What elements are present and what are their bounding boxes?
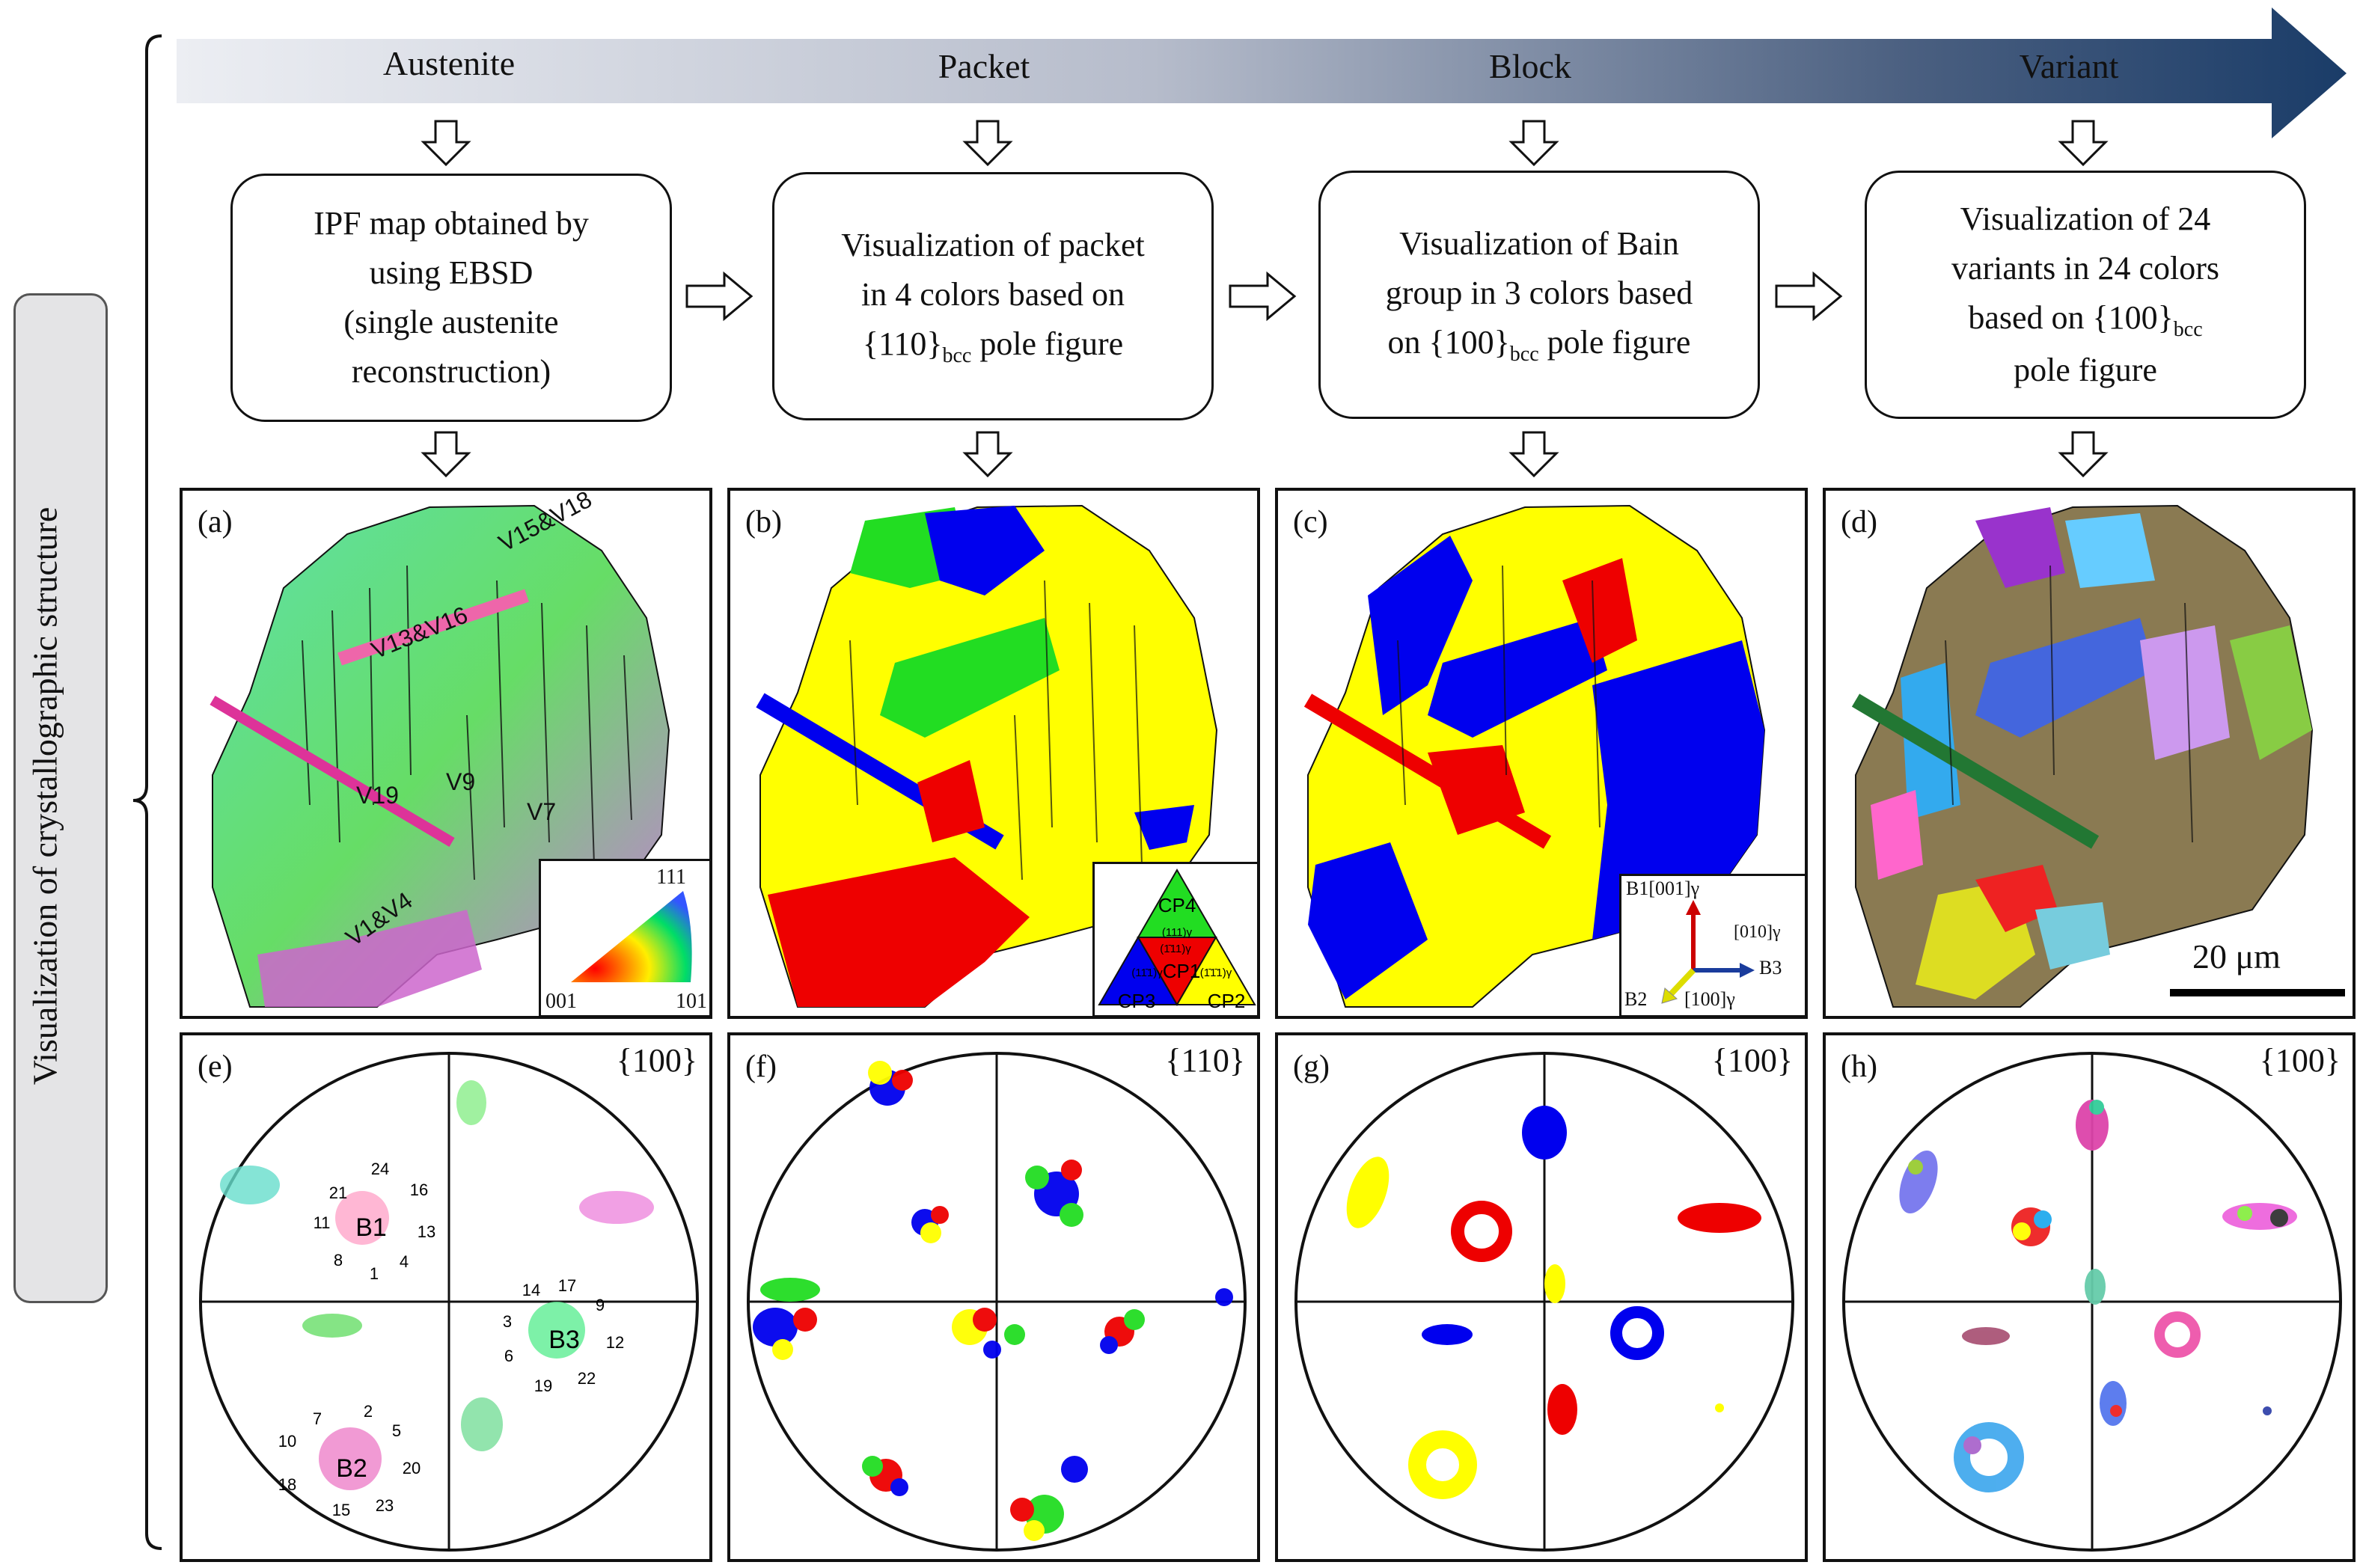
svg-text:9: 9 [596, 1296, 605, 1314]
down-arrow-map-c [1508, 431, 1559, 478]
stage-block: Block [1489, 47, 1571, 85]
panel-c-block-map: (c) B1[001]γ [010]γ B3 B2 [100]γ [1275, 488, 1808, 1019]
svg-text:6: 6 [504, 1347, 513, 1365]
svg-text:18: 18 [278, 1475, 296, 1494]
down-arrow-variant [2058, 120, 2109, 167]
svg-text:12: 12 [606, 1333, 624, 1352]
panel-e-pole-label: {100} [616, 1042, 697, 1079]
svg-text:(11̄1)γ: (11̄1)γ [1131, 967, 1163, 979]
svg-text:11: 11 [314, 1213, 331, 1232]
pole-figure-f [747, 1052, 1247, 1552]
flow-arrows [421, 120, 2109, 478]
svg-text:10: 10 [278, 1432, 296, 1451]
pole-figure-g [1294, 1052, 1794, 1552]
center-b3: B3 [548, 1326, 580, 1354]
box-block: Visualization of Bain group in 3 colors … [1318, 171, 1760, 419]
down-arrow-map-a [421, 431, 471, 478]
right-arrow-2 [1229, 271, 1297, 322]
panel-f-packet-pole: (f) {110} [727, 1032, 1260, 1562]
svg-text:CP1: CP1 [1163, 960, 1201, 982]
ipf-color-key: 111 001 101 [539, 859, 709, 1016]
box-ipf-map: IPF map obtained by using EBSD (single a… [230, 174, 672, 422]
down-arrow-austenite [421, 120, 471, 167]
svg-text:CP4: CP4 [1158, 894, 1196, 916]
svg-text:7: 7 [313, 1409, 322, 1428]
down-arrow-packet [962, 120, 1013, 167]
svg-text:CP2: CP2 [1208, 990, 1246, 1012]
box-packet: Visualization of packet in 4 colors base… [772, 172, 1214, 420]
panel-e-austenite-pole: B1 B2 B3 21 24 16 11 13 8 1 4 14 17 9 3 … [180, 1032, 712, 1562]
down-arrow-map-b [962, 431, 1013, 478]
svg-text:5: 5 [392, 1421, 401, 1440]
svg-text:22: 22 [578, 1369, 596, 1388]
svg-text:23: 23 [376, 1496, 394, 1515]
scale-bar-label: 20 μm [2192, 937, 2281, 976]
stage-packet: Packet [938, 47, 1030, 85]
panel-e-label: (e) [198, 1050, 233, 1084]
panel-a-label: (a) [198, 505, 233, 539]
panel-b-packet-map: (b) CP4 CP1 CP3 CP2 (111)γ (1̄11)γ (11̄1… [727, 488, 1260, 1019]
panel-d-variant-map: (d) 20 μm [1823, 488, 2356, 1019]
stage-variant: Variant [2019, 47, 2119, 85]
panel-c-label: (c) [1293, 505, 1328, 539]
svg-text:8: 8 [334, 1251, 343, 1270]
hierarchy-arrow [177, 7, 2347, 138]
svg-text:CP3: CP3 [1118, 990, 1156, 1012]
panel-g-pole-label: {100} [1711, 1042, 1793, 1079]
panel-h-variant-pole: (h) {100} [1823, 1032, 2356, 1562]
stage-austenite: Austenite [382, 44, 516, 82]
right-arrow-1 [685, 271, 753, 322]
svg-text:2: 2 [364, 1402, 373, 1421]
svg-text:V19: V19 [356, 782, 399, 809]
panel-f-pole-label: {110} [1165, 1042, 1245, 1079]
svg-text:(1̄11)γ: (1̄11)γ [1160, 943, 1191, 955]
left-brace [132, 34, 162, 1550]
side-label-text: Visualization of crystallographic struct… [25, 506, 64, 1085]
svg-text:16: 16 [410, 1180, 428, 1199]
panel-a-ipf-map: (a) V15&V18 V13&V16 V19 V9 V7 V1&V4 111 … [180, 488, 712, 1019]
svg-text:V13&V16: V13&V16 [367, 601, 471, 664]
pole-figure-e: B1 B2 B3 21 24 16 11 13 8 1 4 14 17 9 3 … [199, 1052, 699, 1552]
pole-figure-h [1842, 1052, 2342, 1552]
packet-color-key: CP4 CP1 CP3 CP2 (111)γ (1̄11)γ (11̄1)γ (… [1092, 862, 1257, 1016]
svg-text:21: 21 [329, 1183, 347, 1202]
svg-text:V7: V7 [527, 798, 556, 825]
svg-text:20: 20 [403, 1459, 421, 1477]
svg-text:V9: V9 [446, 768, 475, 795]
panel-d-label: (d) [1841, 505, 1877, 539]
panel-a-annotations: V15&V18 V13&V16 V19 V9 V7 V1&V4 [340, 491, 596, 952]
panel-g-label: (g) [1293, 1050, 1330, 1084]
panel-b-label: (b) [745, 505, 782, 539]
svg-text:V1&V4: V1&V4 [340, 886, 417, 952]
center-b2: B2 [336, 1454, 367, 1483]
svg-text:13: 13 [418, 1222, 435, 1241]
center-b1: B1 [355, 1213, 387, 1242]
down-arrow-map-d [2058, 431, 2109, 478]
svg-text:1: 1 [370, 1264, 379, 1283]
down-arrow-block [1508, 120, 1559, 167]
bain-axes-key: B1[001]γ [010]γ B3 B2 [100]γ [1619, 874, 1805, 1016]
box-variant: Visualization of 24 variants in 24 color… [1865, 171, 2306, 419]
svg-text:24: 24 [371, 1160, 389, 1178]
svg-text:14: 14 [522, 1281, 540, 1299]
svg-text:19: 19 [534, 1376, 552, 1395]
svg-text:15: 15 [332, 1501, 350, 1519]
variant-map-image [1851, 504, 2314, 1008]
panel-h-pole-label: {100} [2259, 1042, 2341, 1079]
side-label-box [13, 293, 108, 1303]
panel-h-label: (h) [1841, 1050, 1877, 1084]
svg-text:17: 17 [558, 1276, 576, 1295]
svg-text:(1̄1̄1)γ: (1̄1̄1)γ [1200, 967, 1232, 979]
scale-bar [2170, 989, 2345, 996]
panel-f-label: (f) [745, 1050, 777, 1084]
svg-text:3: 3 [503, 1312, 512, 1331]
svg-text:V15&V18: V15&V18 [494, 491, 596, 557]
svg-text:(111)γ: (111)γ [1162, 926, 1193, 939]
svg-text:4: 4 [400, 1252, 409, 1271]
panel-g-block-pole: (g) {100} [1275, 1032, 1808, 1562]
right-arrow-3 [1775, 271, 1843, 322]
